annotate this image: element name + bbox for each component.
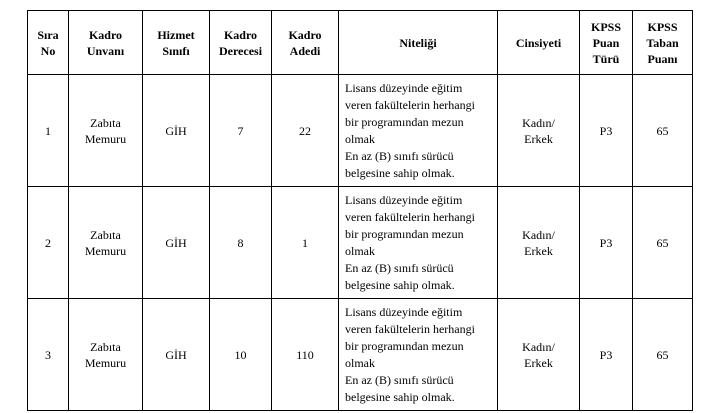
cell-kpss_puan_turu: P3 [579, 298, 633, 411]
cell-hizmet_sinifi: GİH [142, 186, 210, 299]
cell-sira_no: 1 [27, 74, 69, 187]
table-row: 3 Zabıta Memuru GİH 10 110 Lisans düzeyinde e… [27, 298, 693, 411]
cell-cinsiyeti: Kadın/ Erkek [497, 74, 580, 187]
cell-kadro_unvani: Zabıta Memuru [68, 186, 143, 299]
cell-niteligi: Lisans düzeyinde eğitim veren fakülteler… [338, 298, 498, 411]
cell-niteligi: Lisans düzeyinde eğitim veren fakülteler… [338, 74, 498, 187]
cell-kadro_adedi: 22 [271, 74, 339, 187]
cell-kadro_unvani: Zabıta Memuru [68, 74, 143, 187]
cell-kpss_puan_turu: P3 [579, 74, 633, 187]
cell-kadro_derecesi: 10 [209, 298, 272, 411]
column-header-kpss_puan_turu: KPSS Puan Türü [579, 10, 633, 75]
header-row: Sıra No Kadro Unvanı Hizmet Sınıfı Kadro De… [27, 10, 693, 75]
column-header-kpss_taban_puani: KPSS Taban Puanı [632, 10, 693, 75]
cell-hizmet_sinifi: GİH [142, 298, 210, 411]
column-header-kadro_unvani: Kadro Unvanı [68, 10, 143, 75]
table-row: 2 Zabıta Memuru GİH 8 1 Lisans düzeyinde eğit… [27, 186, 693, 299]
kadro-table: Sıra No Kadro Unvanı Hizmet Sınıfı Kadro De… [27, 10, 693, 411]
cell-hizmet_sinifi: GİH [142, 74, 210, 187]
column-header-cinsiyeti: Cinsiyeti [497, 10, 580, 75]
cell-kadro_unvani: Zabıta Memuru [68, 298, 143, 411]
column-header-kadro_adedi: Kadro Adedi [271, 10, 339, 75]
cell-kadro_adedi: 1 [271, 186, 339, 299]
cell-kadro_derecesi: 7 [209, 74, 272, 187]
cell-kpss_taban_puani: 65 [632, 74, 693, 187]
cell-sira_no: 2 [27, 186, 69, 299]
cell-cinsiyeti: Kadın/ Erkek [497, 298, 580, 411]
cell-niteligi: Lisans düzeyinde eğitim veren fakülteler… [338, 186, 498, 299]
cell-kpss_taban_puani: 65 [632, 298, 693, 411]
cell-kadro_adedi: 110 [271, 298, 339, 411]
cell-cinsiyeti: Kadın/ Erkek [497, 186, 580, 299]
cell-sira_no: 3 [27, 298, 69, 411]
column-header-sira_no: Sıra No [27, 10, 69, 75]
column-header-kadro_derecesi: Kadro Derecesi [209, 10, 272, 75]
table-body: 1 Zabıta Memuru GİH 7 22 Lisans düzeyinde eği… [27, 74, 693, 411]
column-header-niteligi: Niteliği [338, 10, 498, 75]
table-row: 1 Zabıta Memuru GİH 7 22 Lisans düzeyinde eği… [27, 74, 693, 187]
cell-kadro_derecesi: 8 [209, 186, 272, 299]
cell-kpss_taban_puani: 65 [632, 186, 693, 299]
cell-kpss_puan_turu: P3 [579, 186, 633, 299]
column-header-hizmet_sinifi: Hizmet Sınıfı [142, 10, 210, 75]
